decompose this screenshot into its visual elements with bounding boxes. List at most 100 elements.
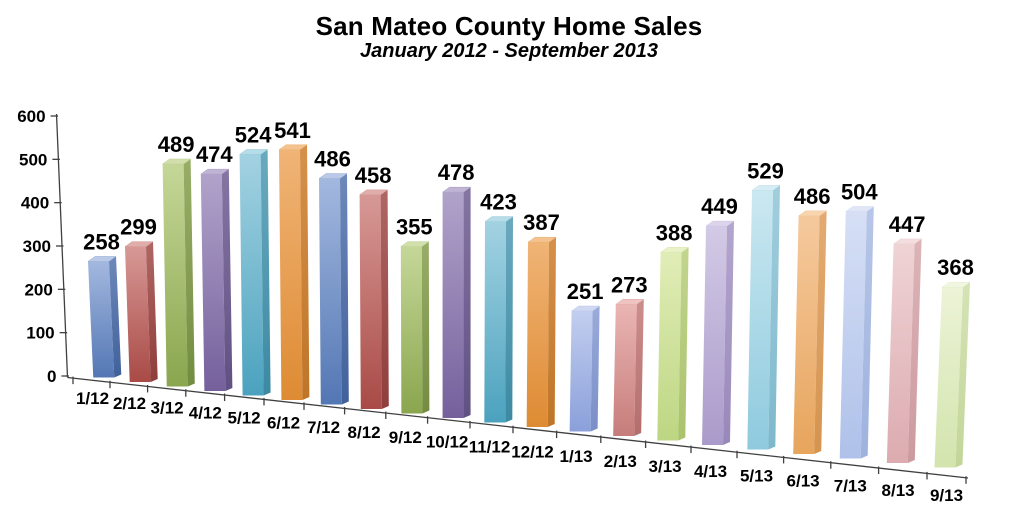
bar-side-face bbox=[109, 256, 122, 378]
bar-front-face bbox=[400, 246, 423, 414]
x-axis-category-label: 8/13 bbox=[882, 481, 915, 500]
bar-side-face bbox=[547, 237, 556, 427]
bar-value-label: 489 bbox=[158, 132, 195, 157]
x-axis-category-label: 9/12 bbox=[389, 428, 422, 447]
bar-2/12: 299 2/12 bbox=[113, 215, 158, 413]
bar-side-face bbox=[146, 241, 158, 382]
y-axis-tick-label: 500 bbox=[19, 150, 47, 169]
bar-top-face bbox=[358, 189, 389, 196]
bar-value-label: 541 bbox=[274, 118, 311, 143]
y-axis-tick-label: 0 bbox=[47, 367, 56, 386]
y-axis-tick-label: 200 bbox=[24, 280, 52, 299]
x-axis-category-label: 5/13 bbox=[740, 467, 773, 486]
bar-1/12: 258 1/12 bbox=[76, 229, 122, 408]
bar-value-label: 449 bbox=[701, 194, 738, 219]
x-axis-category-label: 12/12 bbox=[511, 442, 554, 461]
chart-title: San Mateo County Home Sales bbox=[315, 11, 703, 41]
x-axis-category-label: 10/12 bbox=[426, 433, 469, 452]
x-axis-category-label: 2/12 bbox=[113, 394, 146, 413]
bar-side-face bbox=[505, 216, 513, 423]
bar-3/12: 489 3/12 bbox=[151, 132, 195, 418]
bar-12/12: 387 12/12 bbox=[511, 210, 560, 461]
bar-front-face bbox=[359, 194, 382, 409]
bar-top-face bbox=[615, 299, 645, 305]
chart-title-block: San Mateo County Home Sales January 2012… bbox=[0, 11, 1018, 62]
bar-top-face bbox=[845, 206, 875, 212]
bar-8/13: 447 8/13 bbox=[882, 212, 926, 500]
bar-value-label: 478 bbox=[438, 160, 475, 185]
bar-top-face bbox=[659, 247, 690, 253]
x-axis-category-label: 2/13 bbox=[604, 452, 637, 471]
bar-top-face bbox=[278, 144, 308, 151]
bar-front-face bbox=[569, 311, 593, 432]
bar-9/12: 355 9/12 bbox=[389, 215, 433, 447]
bar-value-label: 458 bbox=[355, 163, 392, 188]
y-axis-tick-label: 400 bbox=[21, 194, 49, 213]
x-axis-category-label: 3/12 bbox=[151, 399, 184, 418]
y-axis-tick-label: 100 bbox=[26, 324, 54, 343]
bar-7/12: 486 7/12 bbox=[307, 147, 351, 438]
bar-front-face bbox=[793, 215, 820, 454]
bar-front-face bbox=[239, 154, 264, 396]
bar-front-face bbox=[613, 304, 637, 436]
bar-value-label: 368 bbox=[937, 255, 974, 280]
bar-value-label: 486 bbox=[794, 184, 831, 209]
bar-side-face bbox=[678, 247, 689, 441]
bar-side-face bbox=[814, 210, 827, 454]
bar-front-face bbox=[886, 243, 915, 463]
bar-value-label: 474 bbox=[196, 142, 233, 167]
x-axis-category-label: 1/12 bbox=[76, 389, 109, 408]
bar-front-face bbox=[934, 287, 963, 468]
bar-side-face bbox=[421, 241, 430, 414]
bar-top-face bbox=[527, 236, 557, 243]
bar-top-face bbox=[570, 305, 601, 312]
bar-11/12: 423 11/12 bbox=[469, 190, 517, 457]
x-axis-category-label: 8/12 bbox=[348, 423, 381, 442]
bar-5/13: 529 5/13 bbox=[740, 158, 784, 485]
x-axis-category-label: 4/12 bbox=[189, 404, 222, 423]
bar-side-face bbox=[300, 144, 310, 400]
bar-top-face bbox=[124, 241, 154, 247]
bar-2/13: 273 2/13 bbox=[604, 272, 648, 471]
bar-6/12: 541 6/12 bbox=[267, 118, 311, 432]
bar-value-label: 299 bbox=[120, 215, 157, 240]
bar-7/13: 504 7/13 bbox=[834, 180, 879, 496]
bar-top-face bbox=[892, 238, 923, 245]
bar-side-face bbox=[723, 221, 734, 445]
x-axis-category-label: 5/12 bbox=[228, 408, 261, 427]
bar-top-face bbox=[441, 186, 472, 193]
bar-6/13: 486 6/13 bbox=[787, 184, 831, 491]
bar-front-face bbox=[200, 174, 226, 391]
bar-side-face bbox=[260, 149, 271, 396]
bar-value-label: 251 bbox=[567, 279, 604, 304]
x-axis-category-label: 4/13 bbox=[694, 462, 727, 481]
y-axis-tick-label: 600 bbox=[17, 107, 45, 126]
bar-10/12: 478 10/12 bbox=[426, 160, 475, 452]
x-axis-category-label: 6/13 bbox=[787, 471, 820, 490]
bar-side-face bbox=[955, 282, 970, 468]
bar-top-face bbox=[751, 185, 781, 191]
bar-top-face bbox=[318, 173, 348, 179]
bar-top-face bbox=[941, 281, 971, 288]
x-axis-category-label: 7/12 bbox=[307, 418, 340, 437]
x-axis-category-label: 11/12 bbox=[469, 438, 511, 457]
x-axis-line bbox=[67, 376, 969, 479]
bar-side-face bbox=[590, 306, 600, 432]
bar-front-face bbox=[442, 192, 464, 418]
bar-value-label: 258 bbox=[83, 229, 120, 254]
bar-side-face bbox=[860, 206, 874, 459]
bar-side-face bbox=[768, 185, 780, 450]
bar-front-face bbox=[702, 226, 727, 445]
bar-4/13: 449 4/13 bbox=[694, 194, 738, 481]
bar-side-face bbox=[221, 169, 233, 391]
bar-value-label: 387 bbox=[523, 210, 560, 235]
x-axis-category-label: 7/13 bbox=[834, 476, 867, 495]
bar-front-face bbox=[484, 221, 506, 423]
bar-4/12: 474 4/12 bbox=[189, 142, 234, 422]
bar-top-face bbox=[200, 168, 230, 175]
bar-value-label: 355 bbox=[396, 215, 433, 240]
bar-front-face bbox=[839, 211, 867, 459]
bar-side-face bbox=[380, 189, 389, 409]
bar-front-face bbox=[88, 261, 115, 378]
bar-9/13: 368 9/13 bbox=[930, 255, 974, 505]
